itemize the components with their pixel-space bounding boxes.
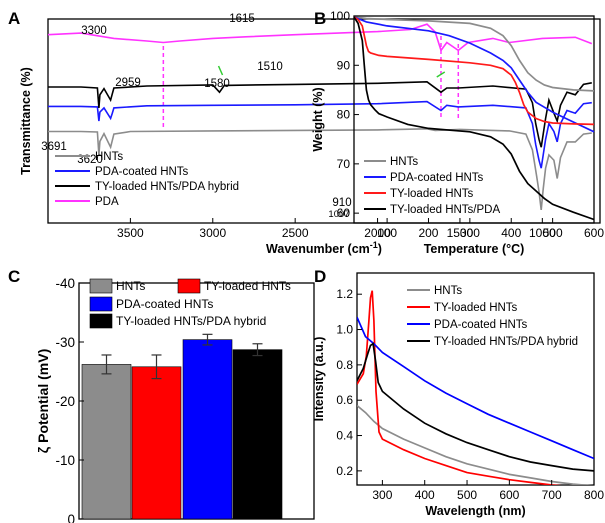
x-tick-label-a-4: 1500: [447, 226, 474, 240]
annotation-a-5: 3691: [41, 141, 67, 153]
y-axis-label-a: Transmittance (%): [19, 67, 33, 175]
x-tick-label-b-2: 300: [460, 226, 480, 240]
legend-a-label-0: HNTs: [95, 151, 123, 163]
panel-label-b: B: [314, 9, 326, 28]
panel-label-c: C: [8, 267, 20, 286]
arrow-2959: [217, 65, 224, 76]
legend-b-label-3: TY-loaded HNTs/PDA: [390, 204, 500, 216]
x-tick-label-d-0: 300: [372, 488, 392, 502]
line-a-series-1: [48, 100, 592, 169]
annotation-a-3: 1510: [257, 61, 283, 73]
y-tick-label-d-2: 0.6: [336, 393, 353, 407]
legend-d-label-0: HNTs: [434, 285, 462, 297]
plot-frame-a: [47, 18, 601, 224]
legend-b-label-0: HNTs: [390, 156, 418, 168]
x-tick-label-a-1: 3000: [199, 226, 226, 240]
y-tick-label-d-1: 0.4: [336, 429, 353, 443]
line-b-series-0: [353, 16, 595, 92]
x-tick-label-a-3: 2000: [364, 226, 391, 240]
x-tick-label-a-2: 2500: [282, 226, 309, 240]
x-axis-label-d: Wavelength (nm): [425, 504, 525, 518]
x-tick-label-b-5: 600: [584, 226, 604, 240]
x-axis-label-b: Temperature (°C): [424, 242, 525, 256]
line-d-series-0: [357, 404, 594, 485]
x-tick-label-a-5: 1000: [529, 226, 556, 240]
annotation-a-0: 3300: [81, 25, 107, 37]
x-tick-label-d-2: 500: [457, 488, 477, 502]
line-d-series-1: [357, 290, 562, 485]
line-d-series-2: [357, 316, 594, 460]
legend-d-label-2: PDA-coated HNTs: [434, 319, 528, 331]
y-tick-label-d-5: 1.2: [336, 287, 353, 301]
line-a-series-0: [48, 127, 592, 210]
x-tick-label-d-3: 600: [499, 488, 519, 502]
y-axis-label-b: Weight (%): [311, 87, 325, 151]
y-axis-label-d: Intensity (a.u.): [312, 337, 326, 422]
annotation-a-2: 1615: [229, 13, 255, 25]
line-a-series-2: [48, 80, 592, 148]
y-tick-label-b-3: 90: [337, 58, 351, 72]
legend-c-label-3: TY-loaded HNTs/PDA hybrid: [116, 314, 266, 328]
panel-label-d: D: [314, 267, 326, 286]
y-tick-label-b-4: 100: [330, 9, 350, 23]
line-a-series-3: [47, 23, 593, 53]
legend-d-label-1: TY-loaded HNTs: [434, 302, 518, 314]
legend-c-swatch-3: [89, 313, 113, 329]
x-tick-label-d-1: 400: [415, 488, 435, 502]
x-tick-label-b-1: 200: [418, 226, 438, 240]
legend-a-label-2: TY-loaded HNTs/PDA hybrid: [95, 181, 239, 193]
panel-label-a: A: [8, 9, 20, 28]
bar-c-3: [232, 349, 283, 520]
legend-c-label-1: TY-loaded HNTs: [204, 279, 291, 293]
legend-b-label-1: PDA-coated HNTs: [390, 172, 484, 184]
y-tick-label-c-2: -20: [55, 394, 75, 409]
annotation-a-1: 2959: [115, 77, 141, 89]
bar-c-0: [81, 364, 132, 520]
legend-c-swatch-2: [89, 296, 113, 312]
annotation-a-8: 1007: [328, 209, 349, 220]
y-tick-label-c-0: 0: [67, 512, 75, 523]
line-b-series-1: [353, 16, 595, 133]
x-tick-label-b-4: 500: [543, 226, 563, 240]
legend-a-label-1: PDA-coated HNTs: [95, 166, 189, 178]
arrow-1580: [436, 71, 446, 78]
line-b-series-2: [353, 16, 595, 126]
y-tick-label-c-4: -40: [55, 276, 75, 291]
x-tick-label-b-0: 100: [377, 226, 397, 240]
line-d-series-3: [357, 342, 594, 472]
legend-a-label-3: PDA: [95, 196, 119, 208]
y-tick-label-c-1: -10: [55, 453, 75, 468]
plot-frame-b: [353, 15, 595, 224]
legend-b-label-2: TY-loaded HNTs: [390, 188, 474, 200]
legend-c-swatch-1: [177, 278, 201, 294]
bar-c-2: [182, 339, 233, 520]
y-tick-label-b-0: 60: [337, 206, 351, 220]
y-tick-label-d-4: 1.0: [336, 323, 353, 337]
y-axis-label-c: ζ Potential (mV): [35, 349, 51, 453]
legend-c-swatch-0: [89, 278, 113, 294]
annotation-a-4: 1580: [204, 78, 230, 90]
legend-c-label-0: HNTs: [116, 279, 145, 293]
y-tick-label-c-3: -30: [55, 335, 75, 350]
y-tick-label-b-2: 80: [337, 108, 351, 122]
annotation-a-7: 910: [332, 197, 351, 209]
legend-d-label-3: TY-loaded HNTs/PDA hybrid: [434, 336, 578, 348]
y-tick-label-d-0: 0.2: [336, 464, 353, 478]
line-b-series-3: [353, 16, 595, 221]
bar-c-1: [131, 366, 182, 520]
y-tick-label-d-3: 0.8: [336, 358, 353, 372]
y-tick-label-b-1: 70: [337, 157, 351, 171]
x-tick-label-b-3: 400: [501, 226, 521, 240]
x-tick-label-d-5: 800: [584, 488, 604, 502]
legend-c-label-2: PDA-coated HNTs: [116, 297, 213, 311]
x-tick-label-a-0: 3500: [117, 226, 144, 240]
x-axis-label-a: Wavenumber (cm-1): [266, 240, 382, 256]
x-tick-label-d-4: 700: [542, 488, 562, 502]
